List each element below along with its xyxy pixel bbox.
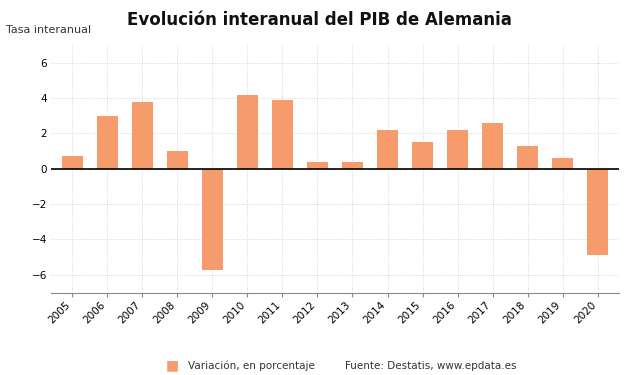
Bar [202, 169, 223, 270]
Bar [167, 151, 188, 169]
Bar [482, 123, 503, 169]
Text: Fuente: Destatis, www.epdata.es: Fuente: Destatis, www.epdata.es [345, 361, 516, 370]
Bar [272, 100, 293, 169]
Bar [131, 102, 152, 169]
Bar [412, 142, 433, 169]
Text: ■: ■ [166, 358, 179, 373]
Text: Tasa interanual: Tasa interanual [6, 25, 91, 35]
Bar [307, 162, 328, 169]
Text: Variación, en porcentaje: Variación, en porcentaje [188, 360, 315, 371]
Bar [517, 146, 538, 169]
Bar [588, 169, 609, 255]
Bar [96, 116, 117, 169]
Bar [447, 130, 468, 169]
Text: Evolución interanual del PIB de Alemania: Evolución interanual del PIB de Alemania [126, 11, 512, 29]
Bar [377, 130, 398, 169]
Bar [237, 94, 258, 169]
Bar [342, 162, 363, 169]
Bar [553, 158, 574, 169]
Bar [61, 156, 82, 169]
